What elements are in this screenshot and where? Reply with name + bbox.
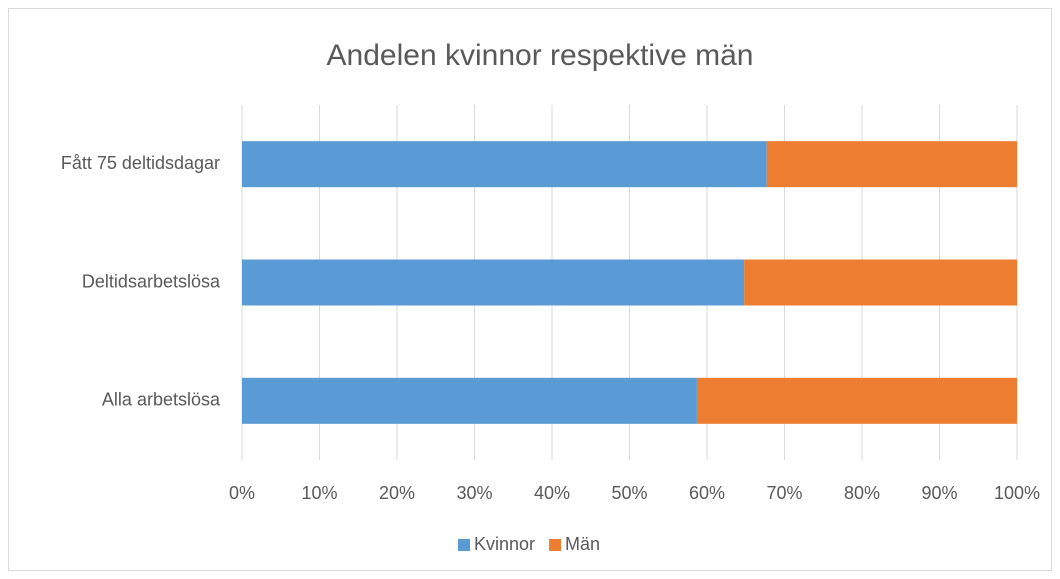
legend-swatch [549,539,562,551]
x-tick-label: 10% [301,483,337,503]
x-tick-label: 40% [534,483,570,503]
bar-segment [744,259,1017,306]
legend-label: Män [565,534,600,554]
bar-segment [696,377,1017,424]
bar-segment [242,259,745,306]
x-tick-label: 100% [994,483,1040,503]
y-tick-label: Alla arbetslösa [102,390,221,410]
x-tick-label: 60% [689,483,725,503]
bar-segment [766,141,1017,188]
x-tick-label: 70% [766,483,802,503]
bar-segment [242,377,697,424]
x-tick-label: 50% [611,483,647,503]
legend-swatch [458,539,470,551]
x-tick-label: 20% [379,483,415,503]
legend-label: Kvinnor [474,534,535,554]
x-tick-label: 0% [229,483,255,503]
chart-title: Andelen kvinnor respektive män [327,39,754,72]
x-tick-label: 30% [456,483,492,503]
y-tick-label: Fått 75 deltidsdagar [61,153,220,173]
bar-segment [242,141,767,188]
x-tick-label: 80% [844,483,880,503]
y-tick-label: Deltidsarbetslösa [82,271,221,291]
x-tick-label: 90% [921,483,957,503]
